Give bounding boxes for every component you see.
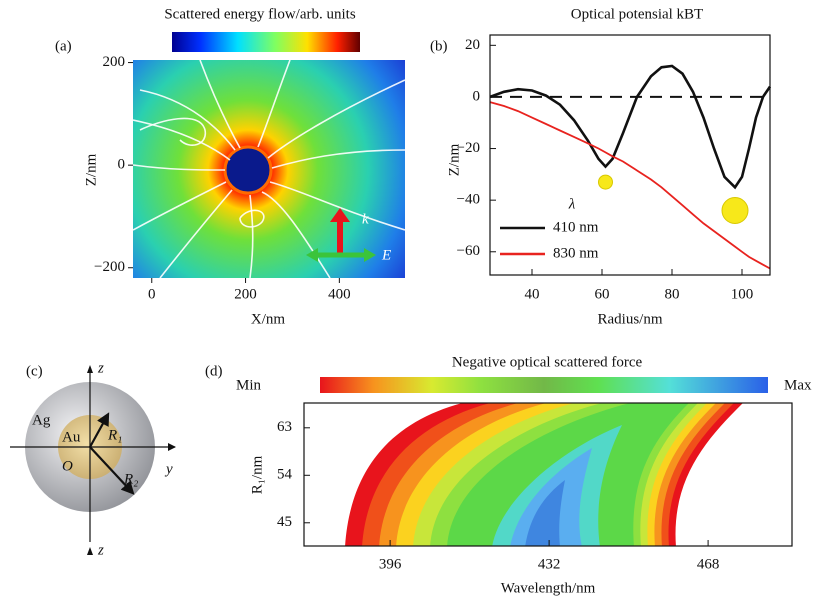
annotation: E xyxy=(381,247,391,263)
k-arrowhead xyxy=(330,208,350,222)
colorbar-label: Max xyxy=(784,377,812,393)
legend-label: 830 nm xyxy=(553,245,599,261)
plot-frame xyxy=(489,34,771,276)
chart-title: Scattered energy flow/arb. units xyxy=(164,6,355,22)
y-tick-label: −40 xyxy=(457,192,480,208)
chart-title: Negative optical scattered force xyxy=(452,354,643,370)
streamline xyxy=(257,60,291,148)
contour-band xyxy=(525,480,565,546)
contour-field xyxy=(345,403,743,546)
legend-label: 410 nm xyxy=(553,219,599,235)
x-axis-label: Radius/nm xyxy=(597,311,662,327)
x-tick-label: 400 xyxy=(328,286,351,302)
colorbar-label: Min xyxy=(236,377,262,393)
streamline xyxy=(159,189,233,278)
panel-label: (d) xyxy=(205,363,223,379)
particle-marker xyxy=(721,196,749,224)
r1-arrow xyxy=(89,412,110,448)
plot-frame xyxy=(303,402,793,547)
chart-title: Optical potensial kBT xyxy=(571,6,703,22)
energy-field xyxy=(133,60,405,278)
streamline xyxy=(199,60,241,149)
y-tick-label: 45 xyxy=(277,514,292,530)
streamline xyxy=(133,164,226,171)
legend-title: λ xyxy=(568,196,576,212)
z-arrow-top xyxy=(87,365,93,373)
y-tick-label: 63 xyxy=(277,419,292,435)
x-tick-label: 100 xyxy=(731,286,754,302)
panel-label: (b) xyxy=(430,38,448,54)
y-axis-label: Z/nm xyxy=(446,143,462,176)
y-axis-label: Z/nm xyxy=(83,153,99,186)
y-tick-label: 54 xyxy=(277,467,293,483)
y-tick-label: 20 xyxy=(465,37,480,53)
radius-label: R₁ xyxy=(107,427,122,443)
colorbar xyxy=(320,377,768,393)
y-tick-label: 0 xyxy=(473,88,481,104)
y-tick-label: −20 xyxy=(457,140,480,156)
streamline xyxy=(133,181,227,231)
origin-label: O xyxy=(62,458,73,474)
x-tick-label: 80 xyxy=(665,286,680,302)
axis-label: z xyxy=(97,360,104,376)
particle xyxy=(223,145,273,195)
streamline xyxy=(261,191,331,278)
x-tick-label: 396 xyxy=(379,556,402,572)
streamline xyxy=(139,117,206,146)
axis-label: y xyxy=(164,461,173,477)
streamline xyxy=(269,181,405,231)
core-label: Au xyxy=(62,429,81,445)
y-axis-label: R₁/nm xyxy=(249,455,265,494)
x-tick-label: 468 xyxy=(697,556,720,572)
radius-label: R₂ xyxy=(123,471,138,487)
y-tick-label: −60 xyxy=(457,243,480,259)
particle-marker xyxy=(598,174,613,190)
r2-arrow xyxy=(89,446,135,495)
streamline xyxy=(267,79,405,159)
x-tick-label: 432 xyxy=(538,556,561,572)
streamline xyxy=(271,149,405,169)
x-axis-label: X/nm xyxy=(251,311,286,327)
panel-label: (a) xyxy=(55,38,72,54)
x-tick-label: 40 xyxy=(525,286,540,302)
series-line xyxy=(489,64,772,190)
y-arrow xyxy=(168,443,176,451)
streamline xyxy=(249,194,254,278)
core-shell-diagram: (c) z z y Ag Au R₁ R₂ O xyxy=(10,360,176,558)
y-tick-label: 0 xyxy=(118,157,126,173)
series-line xyxy=(489,101,771,270)
x-tick-label: 60 xyxy=(595,286,610,302)
colorbar xyxy=(172,32,360,52)
z-arrow-bottom xyxy=(87,547,93,555)
streamline xyxy=(133,119,231,161)
y-tick-label: −200 xyxy=(94,259,125,275)
x-tick-label: 0 xyxy=(148,286,156,302)
annotation: k xyxy=(362,211,369,227)
x-tick-label: 200 xyxy=(234,286,257,302)
axis-label: z xyxy=(97,542,104,558)
streamline xyxy=(239,209,265,228)
y-tick-label: 200 xyxy=(103,54,126,70)
streamline xyxy=(139,89,236,151)
shell-label: Ag xyxy=(32,412,51,428)
panel-label: (c) xyxy=(26,363,43,379)
x-axis-label: Wavelength/nm xyxy=(501,580,596,596)
